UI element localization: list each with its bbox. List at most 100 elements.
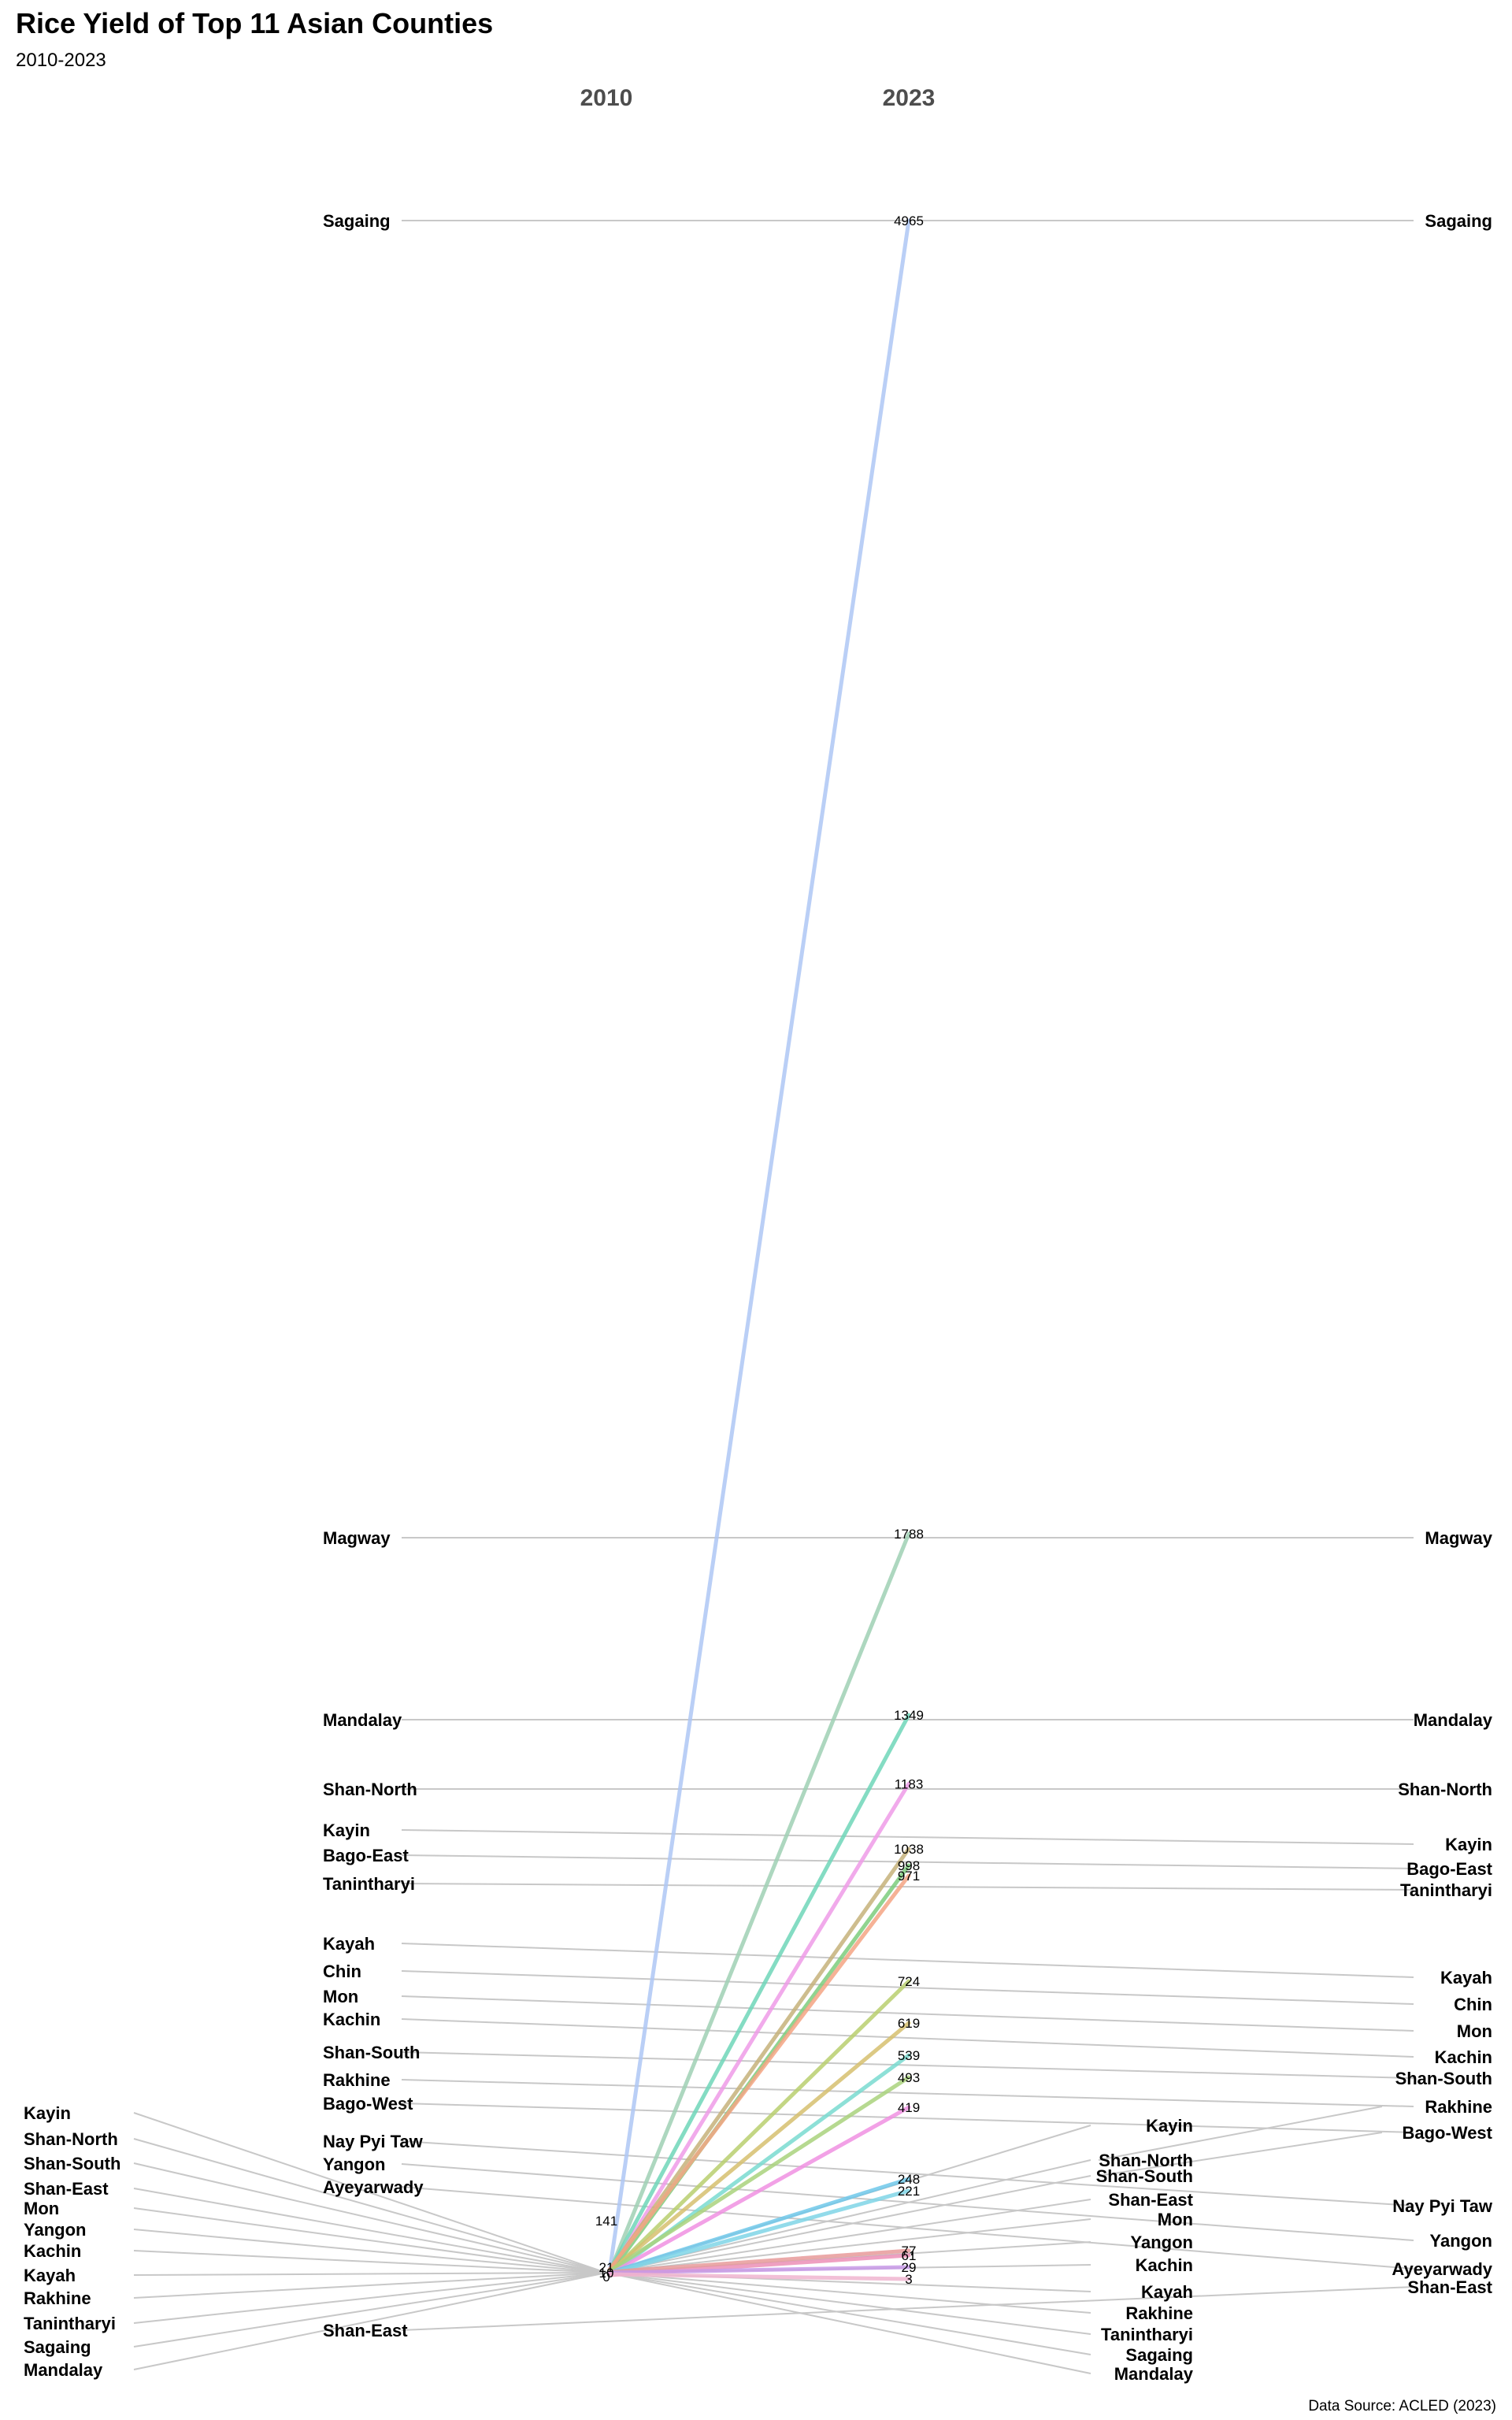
guide-line-mid-right-shan-south [606, 2175, 1091, 2273]
year-header-2023: 2023 [883, 85, 936, 111]
left-label-yangon: Yangon [323, 2155, 385, 2174]
mid-right-label-yangon: Yangon [1131, 2233, 1193, 2252]
guide-line-bago-west [401, 2103, 1414, 2133]
right-label-kayin: Kayin [1445, 1835, 1492, 1854]
guide-line-far-left-shan-north [133, 2138, 607, 2273]
value-label-2023-nay-pyi-taw: 77 [902, 2244, 917, 2259]
left-label-ayeyarwady: Ayeyarwady [323, 2177, 424, 2197]
mid-right-label-shan-south: Shan-South [1096, 2166, 1193, 2186]
guide-line-rakhine [401, 2079, 1414, 2107]
far-left-label-kayin: Kayin [24, 2103, 71, 2123]
mid-right-label-mandalay: Mandalay [1114, 2364, 1194, 2384]
mid-right-label-kayah: Kayah [1141, 2282, 1193, 2302]
guide-line-mid-right-mandalay [606, 2272, 1091, 2374]
slope-lines [607, 218, 911, 2281]
guide-line-far-left-tanintharyi [133, 2272, 607, 2324]
right-label-yangon: Yangon [1430, 2231, 1492, 2251]
guide-line-connector [1098, 2132, 1383, 2177]
value-label-2010: 10 [599, 2266, 614, 2281]
right-label-tanintharyi: Tanintharyi [1400, 1880, 1492, 1900]
right-label-kachin: Kachin [1435, 2047, 1492, 2067]
series-line-kachin [607, 2075, 911, 2273]
value-label-2023-shan-north: 1183 [895, 1776, 924, 1791]
guide-line-mid-right-mon [606, 2218, 1091, 2273]
guide-line-mid-right-shan-east [606, 2199, 1091, 2273]
value-label-2023-bago-east: 998 [898, 1858, 920, 1873]
far-left-label-shan-north: Shan-North [24, 2129, 118, 2149]
guide-line-far-left-shan-south [133, 2162, 607, 2273]
series-line-mandalay [607, 1713, 911, 2273]
value-label-2023-rakhine: 248 [898, 2172, 920, 2187]
guide-line-mon [401, 1995, 1414, 2032]
guide-line-mid-right-rakhine [606, 2272, 1091, 2314]
right-label-mandalay: Mandalay [1414, 1710, 1493, 1730]
mid-right-label-shan-north: Shan-North [1099, 2151, 1193, 2170]
guide-lines [133, 220, 1414, 2374]
guide-line-kayah [401, 1943, 1414, 1978]
series-line-ayeyarwady [607, 2265, 911, 2275]
far-left-label-mandalay: Mandalay [24, 2360, 103, 2380]
far-left-label-sagaing: Sagaing [24, 2337, 91, 2357]
far-left-label-shan-east: Shan-East [24, 2179, 109, 2199]
right-label-shan-east: Shan-East [1407, 2277, 1492, 2297]
guide-line-far-left-kayin [133, 2112, 607, 2273]
guide-line-tanintharyi [401, 1883, 1414, 1891]
value-label-2023-ayeyarwady: 29 [902, 2260, 917, 2275]
value-label-2023-kayin: 1038 [894, 1842, 924, 1857]
series-line-kayin [607, 1847, 911, 2273]
guide-line-far-left-kachin [133, 2250, 607, 2273]
mid-right-label-kachin: Kachin [1136, 2255, 1193, 2275]
left-label-kayin: Kayin [323, 1821, 370, 1840]
guide-line-bago-east [401, 1854, 1414, 1869]
right-label-chin: Chin [1454, 1995, 1492, 2014]
guide-line-far-left-rakhine [133, 2272, 607, 2299]
far-left-label-shan-south: Shan-South [24, 2154, 120, 2173]
left-label-mandalay: Mandalay [323, 1710, 402, 1730]
series-line-bago-west [607, 2188, 911, 2276]
left-label-kayah: Kayah [323, 1934, 375, 1954]
value-label-2010: 21 [599, 2260, 614, 2275]
right-label-bago-west: Bago-West [1403, 2123, 1493, 2143]
region-labels: Sagaing Magway Mandalay Shan-North Kayin Bago… [24, 211, 1493, 2384]
value-label-2023-tanintharyi: 971 [898, 1869, 920, 1884]
guide-line-far-left-sagaing [133, 2272, 607, 2348]
chart-title: Rice Yield of Top 11 Asian Counties [16, 7, 493, 39]
right-label-sagaing: Sagaing [1425, 211, 1492, 231]
value-label-2023-mandalay: 1349 [894, 1708, 924, 1723]
far-left-label-kachin: Kachin [24, 2241, 81, 2261]
guide-line-far-left-yangon [133, 2229, 607, 2273]
far-left-label-rakhine: Rakhine [24, 2288, 91, 2308]
far-left-label-kayah: Kayah [24, 2266, 76, 2285]
series-line-chin [607, 2021, 911, 2274]
value-label-2023-kayah: 724 [898, 1974, 920, 1989]
series-line-shan-south [607, 2105, 911, 2277]
left-label-bago-west: Bago-West [323, 2094, 413, 2114]
guide-line-kayin [401, 1829, 1414, 1845]
far-left-label-tanintharyi: Tanintharyi [24, 2314, 116, 2333]
right-label-kayah: Kayah [1440, 1968, 1492, 1988]
right-label-nay-pyi-taw: Nay Pyi Taw [1392, 2196, 1493, 2216]
value-label-2023-mon: 539 [898, 2048, 920, 2063]
chart-caption: Data Source: ACLED (2023) [1308, 2398, 1496, 2414]
right-label-mon: Mon [1457, 2021, 1492, 2041]
left-label-shan-east: Shan-East [323, 2321, 408, 2340]
left-label-sagaing: Sagaing [323, 211, 391, 231]
right-label-magway: Magway [1425, 1528, 1492, 1548]
guide-line-chin [401, 1970, 1414, 2005]
value-label-2010: 0 [602, 2270, 610, 2285]
right-label-bago-east: Bago-East [1406, 1859, 1492, 1879]
value-label-2023-kachin: 493 [898, 2070, 920, 2085]
far-left-label-yangon: Yangon [24, 2220, 86, 2240]
guide-line-nay-pyi-taw [401, 2140, 1414, 2207]
series-line-shan-east [607, 2272, 911, 2281]
value-label-2023-shan-south: 419 [898, 2100, 920, 2115]
mid-right-label-mon: Mon [1158, 2210, 1193, 2229]
guide-line-far-left-shan-east [133, 2188, 607, 2273]
mid-right-label-sagaing: Sagaing [1125, 2345, 1193, 2365]
series-line-sagaing [607, 218, 911, 2274]
left-label-shan-south: Shan-South [323, 2043, 420, 2062]
guide-line-kachin [401, 2018, 1414, 2058]
value-label-2023-yangon: 61 [902, 2248, 917, 2263]
left-label-tanintharyi: Tanintharyi [323, 1874, 415, 1894]
